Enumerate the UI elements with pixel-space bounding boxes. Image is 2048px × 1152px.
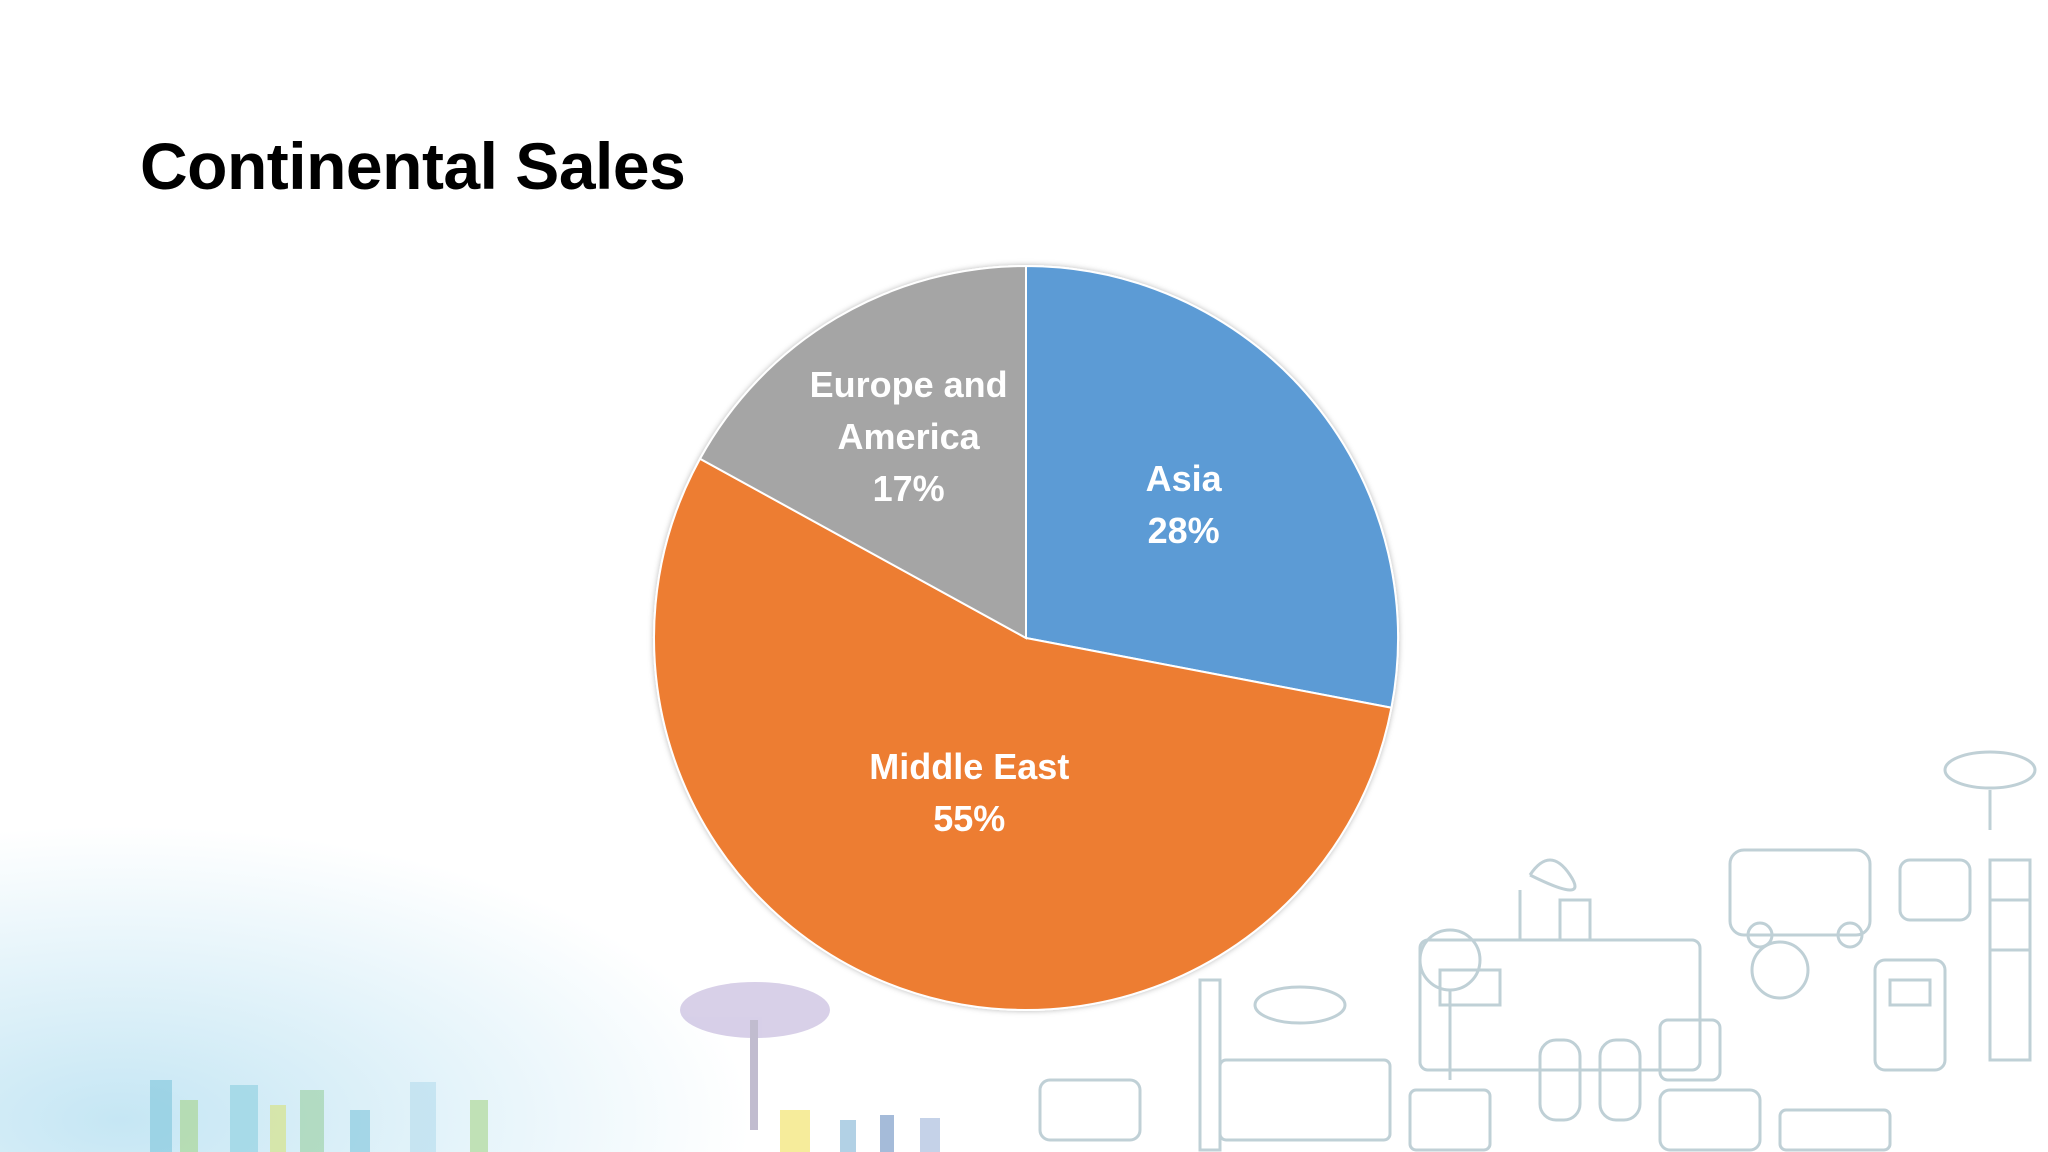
pie-slice-europe-and-america: [698, 264, 1027, 640]
data-label-asia-line-1: Asia: [1146, 458, 1223, 499]
data-label-asia-line-2: 28%: [1148, 510, 1220, 551]
data-label-middle-east-line-2: 55%: [933, 798, 1005, 839]
data-label-europe-and-america-line-1: Europe and: [810, 364, 1008, 405]
pie-slice-asia: [1025, 264, 1399, 709]
data-label-middle-east-line-1: Middle East: [869, 746, 1069, 787]
pie-slice-middle-east: [653, 457, 1393, 1012]
page-title: Continental Sales: [140, 129, 686, 203]
data-label-europe-and-america-line-3: 17%: [873, 468, 945, 509]
pie-labels: Asia 28% Middle East 55% Europe and America 17…: [810, 364, 1223, 839]
pie-slices: [653, 264, 1399, 1012]
data-label-europe-and-america-line-2: America: [838, 416, 981, 457]
